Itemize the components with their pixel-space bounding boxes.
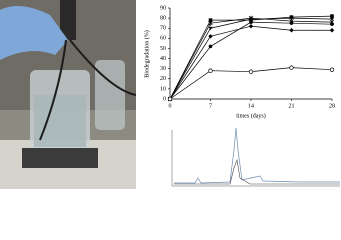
chromatogram xyxy=(171,127,340,187)
photo xyxy=(0,0,137,189)
marker xyxy=(208,18,213,22)
marker xyxy=(329,67,335,72)
x-tick-label: 21 xyxy=(289,103,295,109)
marker xyxy=(289,65,294,70)
x-tick-label: 7 xyxy=(209,103,212,109)
series-line xyxy=(169,25,332,100)
x-tick-label: 0 xyxy=(169,103,172,109)
marker xyxy=(249,20,253,24)
marker xyxy=(289,16,294,21)
y-tick-label: 70 xyxy=(160,26,166,32)
marker xyxy=(248,15,254,21)
marker xyxy=(330,14,334,18)
x-axis-label: times (days) xyxy=(236,112,266,119)
marker xyxy=(208,20,213,26)
marker xyxy=(329,28,335,33)
marker xyxy=(330,17,334,22)
marker xyxy=(289,21,294,25)
series-line xyxy=(169,21,333,100)
y-tick-label: 40 xyxy=(160,56,166,62)
marker xyxy=(330,22,334,26)
marker xyxy=(248,24,254,29)
marker xyxy=(208,26,213,31)
figure: Biodegradation (%) times (days) 0 10 20 30 4… xyxy=(0,0,340,189)
x-tick-label: 28 xyxy=(329,103,335,109)
y-axis-label: Biodegradation (%) xyxy=(143,30,150,77)
marker xyxy=(167,96,173,102)
y-tick-label: 0 xyxy=(163,96,166,102)
y-tick-label: 60 xyxy=(160,36,166,42)
marker xyxy=(289,28,294,33)
marker xyxy=(208,34,213,39)
x-tick-label: 14 xyxy=(248,103,254,109)
marker xyxy=(208,44,213,49)
marker xyxy=(208,68,213,73)
marker xyxy=(248,69,254,74)
y-tick-label: 50 xyxy=(160,46,166,52)
y-tick-label: 30 xyxy=(160,66,166,72)
y-tick-label: 20 xyxy=(160,76,166,82)
y-tick-label: 10 xyxy=(160,86,166,92)
y-tick-label: 90 xyxy=(160,5,166,11)
y-tick-label: 80 xyxy=(160,15,166,21)
series-line xyxy=(169,15,333,100)
